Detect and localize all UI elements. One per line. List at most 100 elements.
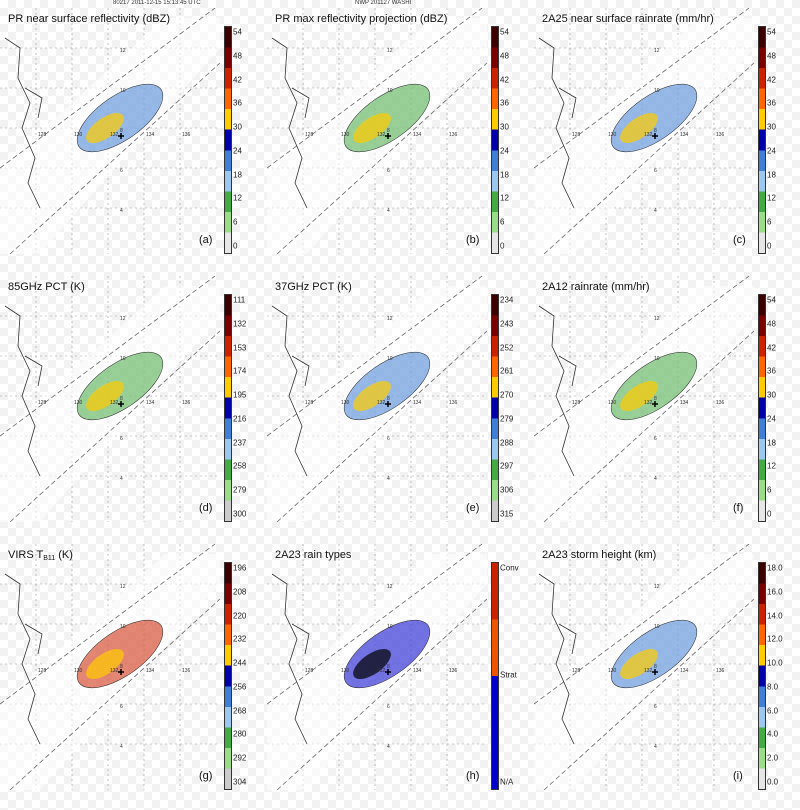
colorbar-tick-label: 36	[767, 366, 776, 376]
colorbar-tick-label: 48	[500, 51, 509, 61]
swath-edge	[9, 330, 220, 522]
colorbar-tick-label: 14.0	[767, 611, 783, 621]
colorbar-tick-label: 0	[500, 241, 505, 251]
colorbar-tick-label: 237	[233, 438, 247, 448]
longitude-label: 128	[38, 132, 47, 138]
longitude-label: 132	[110, 132, 119, 138]
latitude-label: 6	[654, 704, 657, 710]
swath-edge	[543, 598, 754, 790]
swath-edge	[534, 276, 750, 437]
swath-edge	[9, 598, 220, 790]
panel-label: (g)	[199, 770, 213, 782]
colorbar	[491, 562, 499, 790]
storm-core	[353, 112, 391, 144]
panel-title: PR max reflectivity projection (dBZ)	[275, 13, 448, 25]
colorbar-tick-label: 256	[233, 682, 247, 692]
colorbar-tick-label: 36	[233, 98, 242, 108]
longitude-label: 128	[572, 400, 581, 406]
storm-center-marker	[385, 669, 391, 675]
latitude-label: 4	[654, 208, 657, 214]
colorbar-ticks: 54 48 42 36 30 24 18 12 6 0	[767, 26, 797, 254]
coastline	[271, 37, 310, 209]
storm-core	[86, 380, 124, 412]
colorbar-ticks: 54 48 42 36 30 24 18 12 6 0	[500, 26, 530, 254]
colorbar-tick-label: 18	[233, 170, 242, 180]
swath-edge	[267, 8, 483, 169]
colorbar-tick-label: N/A	[500, 777, 514, 787]
colorbar-tick-label: 288	[500, 438, 514, 448]
panel-title: VIRS TB11 (K)	[8, 549, 73, 562]
panel-g: 128 130 132 134 136 12 10 8 6 4 VIRS TB11 (K) (g)…	[0, 544, 266, 810]
swath-edge	[276, 330, 487, 522]
longitude-label: 134	[146, 400, 155, 406]
longitude-label: 132	[110, 668, 119, 674]
colorbar-tick-label: 280	[233, 729, 247, 739]
latitude-label: 8	[120, 396, 123, 402]
colorbar-tick-label: 54	[500, 27, 509, 37]
colorbar-tick-label: 261	[500, 366, 514, 376]
panel-title-subscript: B11	[43, 555, 56, 562]
panel-title: 85GHz PCT (K)	[8, 281, 85, 293]
latitude-label: 10	[387, 88, 393, 94]
latitude-label: 4	[387, 476, 390, 482]
longitude-label: 134	[680, 400, 689, 406]
longitude-label: 130	[74, 132, 83, 138]
panel-title-unit: (K)	[55, 549, 73, 561]
colorbar-tick-label: 6	[500, 217, 505, 227]
coastline	[4, 573, 43, 745]
colorbar-tick-label: 6	[767, 485, 772, 495]
swath-edge	[0, 544, 216, 705]
header-orbit-time: 80217 2011-12-15 15:13:45 UTC	[113, 0, 201, 6]
panel-title: 2A12 rainrate (mm/hr)	[542, 281, 650, 293]
colorbar-tick-label: 30	[767, 122, 776, 132]
longitude-label: 128	[572, 132, 581, 138]
longitude-label: 130	[608, 668, 617, 674]
latitude-label: 8	[120, 664, 123, 670]
colorbar-tick-label: 30	[233, 122, 242, 132]
latitude-label: 4	[387, 744, 390, 750]
colorbar-tick-label: 243	[500, 319, 514, 329]
colorbar-tick-label: 304	[233, 777, 247, 787]
latitude-label: 4	[120, 476, 123, 482]
swath-edge	[543, 62, 754, 254]
latitude-label: 12	[654, 48, 660, 54]
colorbar-tick-label: 153	[233, 343, 247, 353]
longitude-label: 130	[341, 668, 350, 674]
map-plot: 128 130 132 134 136 12 10 8 6 4	[267, 276, 487, 522]
latitude-label: 6	[387, 436, 390, 442]
colorbar-tick-label: Strat	[500, 670, 517, 680]
colorbar-ticks: 196 208 220 232 244 256 268 280 292 304	[233, 562, 263, 790]
coastline	[538, 305, 577, 477]
storm-center-marker	[118, 401, 124, 407]
colorbar-tick-label: 18	[767, 438, 776, 448]
longitude-label: 128	[38, 668, 47, 674]
colorbar-tick-label: 30	[767, 390, 776, 400]
colorbar-tick-label: 258	[233, 461, 247, 471]
swath-edge	[0, 8, 216, 169]
coastline	[271, 305, 310, 477]
storm-core	[86, 112, 124, 144]
panel-label: (h)	[466, 770, 480, 782]
colorbar-tick-label: 279	[233, 485, 247, 495]
longitude-label: 132	[377, 668, 386, 674]
latitude-label: 6	[120, 168, 123, 174]
latitude-label: 12	[120, 48, 126, 54]
colorbar-tick-label: 297	[500, 461, 514, 471]
colorbar	[491, 26, 499, 254]
latitude-label: 10	[387, 624, 393, 630]
longitude-label: 136	[182, 668, 191, 674]
latitude-label: 12	[387, 48, 393, 54]
colorbar	[491, 294, 499, 522]
latitude-label: 4	[120, 208, 123, 214]
longitude-label: 136	[449, 668, 458, 674]
colorbar-tick-label: 36	[500, 98, 509, 108]
colorbar-tick-label: 48	[767, 51, 776, 61]
colorbar-tick-label: 24	[233, 146, 242, 156]
colorbar-tick-label: 0.0	[767, 777, 779, 787]
coastline	[538, 573, 577, 745]
colorbar-tick-label: Conv	[500, 563, 519, 573]
colorbar-tick-label: 18.0	[767, 563, 783, 573]
colorbar-tick-label: 268	[233, 706, 247, 716]
colorbar-tick-label: 220	[233, 611, 247, 621]
latitude-label: 10	[654, 356, 660, 362]
